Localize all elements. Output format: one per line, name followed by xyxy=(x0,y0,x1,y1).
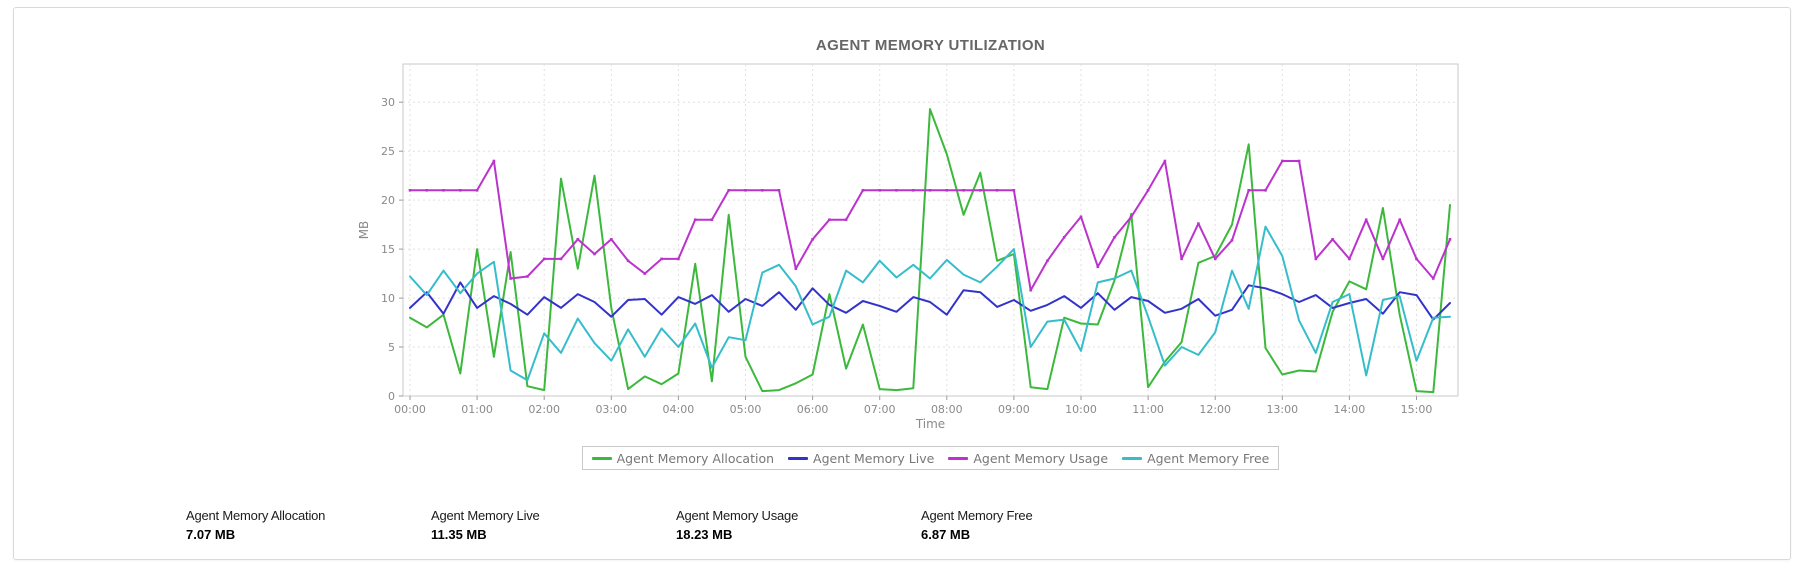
svg-text:13:00: 13:00 xyxy=(1266,403,1298,416)
svg-text:5: 5 xyxy=(388,341,395,354)
svg-text:08:00: 08:00 xyxy=(931,403,963,416)
legend-label: Agent Memory Live xyxy=(813,450,935,466)
legend-label: Agent Memory Allocation xyxy=(616,450,775,466)
svg-text:04:00: 04:00 xyxy=(663,403,695,416)
legend-item-agent-memory-allocation: Agent Memory Allocation xyxy=(591,450,775,466)
stat-agent-memory-usage: Agent Memory Usage 18.23 MB xyxy=(676,508,921,542)
stat-agent-memory-free: Agent Memory Free 6.87 MB xyxy=(921,508,1166,542)
series-line-agent-memory-live xyxy=(409,281,1451,321)
stat-label: Agent Memory Allocation xyxy=(186,508,326,523)
svg-text:06:00: 06:00 xyxy=(797,403,829,416)
legend-item-agent-memory-live: Agent Memory Live xyxy=(788,451,934,466)
gridlines xyxy=(403,64,1458,396)
legend-swatch-agent-memory-free xyxy=(1122,456,1143,460)
legend-item-agent-memory-usage: Agent Memory Usage xyxy=(948,451,1108,466)
stat-agent-memory-allocation: Agent Memory Allocation 7.07 MB xyxy=(186,508,431,542)
x-axis-label: Time xyxy=(915,417,945,431)
svg-text:05:00: 05:00 xyxy=(730,403,762,416)
svg-text:02:00: 02:00 xyxy=(528,403,560,416)
stat-value: 18.23 MB xyxy=(676,527,733,542)
axis-ticks xyxy=(399,101,1417,400)
svg-text:20: 20 xyxy=(381,194,395,207)
memory-utilization-chart: 0 5 10 15 20 25 30 00:00 01:00 02:00 03:00 04:00 05:… xyxy=(357,63,1459,431)
stat-label: Agent Memory Usage xyxy=(676,508,799,523)
stat-value: 11.35 MB xyxy=(431,527,487,542)
svg-text:00:00: 00:00 xyxy=(394,403,426,416)
stat-label: Agent Memory Live xyxy=(431,508,540,523)
legend-box: Agent Memory Allocation Agent Memory Live… xyxy=(581,446,1280,470)
legend-swatch-agent-memory-allocation xyxy=(591,456,612,460)
stat-agent-memory-live: Agent Memory Live 11.35 MB xyxy=(431,508,676,542)
svg-text:09:00: 09:00 xyxy=(998,403,1030,416)
svg-text:11:00: 11:00 xyxy=(1132,403,1164,416)
svg-text:03:00: 03:00 xyxy=(595,403,627,416)
svg-text:07:00: 07:00 xyxy=(864,403,896,416)
svg-text:15: 15 xyxy=(381,243,395,256)
series-line-agent-memory-free xyxy=(409,225,1451,382)
svg-text:30: 30 xyxy=(381,96,395,109)
svg-text:0: 0 xyxy=(388,390,395,403)
svg-text:12:00: 12:00 xyxy=(1199,403,1231,416)
svg-text:25: 25 xyxy=(381,145,395,158)
panel-card: AGENT MEMORY UTILIZATION 0 5 10 15 20 25 30 00:… xyxy=(13,7,1791,560)
y-axis-label: MB xyxy=(357,221,371,240)
y-tick-labels: 0 5 10 15 20 25 30 xyxy=(381,96,395,403)
svg-text:01:00: 01:00 xyxy=(461,403,493,416)
stat-value: 6.87 MB xyxy=(921,527,971,542)
series-markers-agent-memory-usage xyxy=(408,159,1452,292)
svg-text:10:00: 10:00 xyxy=(1065,403,1097,416)
stat-value: 7.07 MB xyxy=(186,527,236,542)
svg-text:14:00: 14:00 xyxy=(1334,403,1366,416)
legend-swatch-agent-memory-live xyxy=(788,456,809,460)
legend-label: Agent Memory Free xyxy=(1147,450,1270,466)
legend-swatch-agent-memory-usage xyxy=(948,456,969,460)
series-line-agent-memory-allocation xyxy=(409,108,1451,394)
svg-text:15:00: 15:00 xyxy=(1401,403,1433,416)
chart-title: AGENT MEMORY UTILIZATION xyxy=(815,37,1046,54)
x-tick-labels: 00:00 01:00 02:00 03:00 04:00 05:00 06:00 07:00… xyxy=(394,403,1432,416)
chart-legend: Agent Memory Allocation Agent Memory Live… xyxy=(403,446,1458,470)
stat-label: Agent Memory Free xyxy=(921,508,1033,523)
svg-text:10: 10 xyxy=(381,292,395,305)
summary-stats-row: Agent Memory Allocation 7.07 MB Agent Memo… xyxy=(186,508,1166,542)
legend-label: Agent Memory Usage xyxy=(973,450,1109,466)
legend-item-agent-memory-free: Agent Memory Free xyxy=(1122,451,1269,466)
